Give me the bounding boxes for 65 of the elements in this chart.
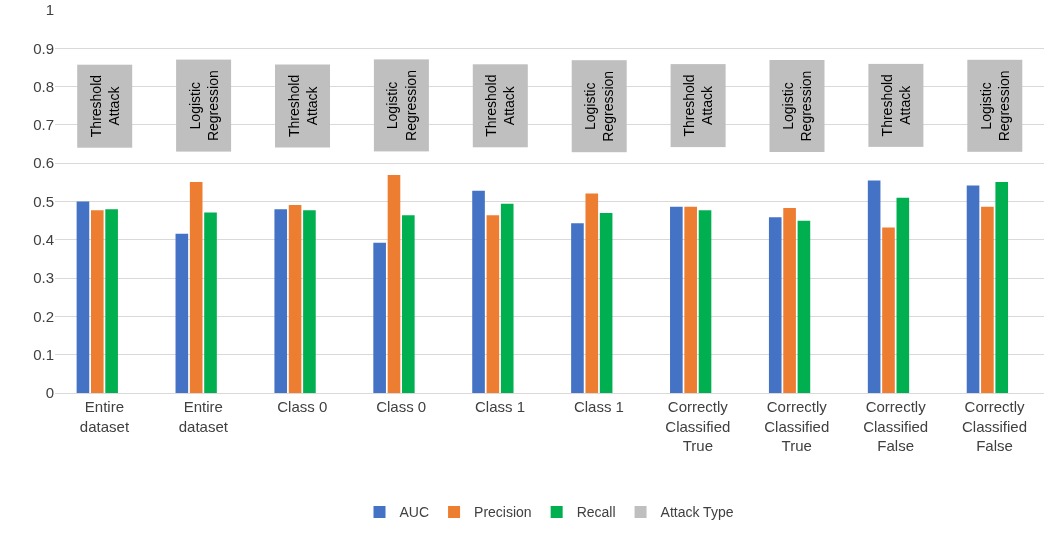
bar (783, 208, 796, 393)
x-tick-label: Class 1 (573, 398, 624, 415)
bar (684, 206, 697, 393)
x-tick-label: Class 0 (376, 398, 427, 415)
x-tick-label: Entire dataset (178, 398, 229, 435)
x-tick-label: Correctly Classified False (863, 398, 929, 454)
text: Threshold Attack (878, 74, 914, 137)
bar (698, 210, 712, 393)
bar (175, 233, 189, 393)
y-tick-label: 0.6 (33, 154, 54, 172)
bar (105, 209, 118, 393)
bar (90, 210, 104, 393)
x-tick-label: Class 1 (475, 398, 526, 415)
x-tick-label: Correctly Classified True (665, 398, 731, 454)
bar (599, 212, 613, 393)
bar (867, 180, 881, 393)
legend-label: AUC (399, 504, 430, 521)
y-tick-label: 0.2 (33, 307, 54, 325)
bar (303, 210, 316, 393)
text: Logistic Regression (582, 70, 617, 142)
bar (204, 212, 217, 393)
bar (896, 197, 910, 393)
text: Logistic Regression (977, 70, 1012, 142)
bar (571, 223, 584, 393)
bar (995, 181, 1009, 393)
x-tick-label: Correctly Classified True (764, 398, 830, 454)
bar (274, 209, 288, 393)
bar (373, 242, 386, 393)
bar (288, 204, 302, 393)
y-tick-label: 0.8 (33, 77, 54, 95)
text: Logistic Regression (780, 70, 815, 142)
legend-label: Precision (474, 504, 532, 521)
y-tick-label: 0.3 (33, 269, 54, 287)
bar (768, 217, 782, 393)
legend-label: Recall (576, 504, 616, 521)
y-tick-label: 0.9 (33, 39, 54, 57)
x-tick-label: Entire dataset (79, 398, 130, 435)
y-tick-label: 1 (45, 1, 54, 19)
bar (402, 215, 415, 393)
bar (670, 206, 683, 393)
bar (486, 215, 500, 393)
y-tick-label: 0.4 (33, 231, 54, 249)
x-tick-label: Class 0 (277, 398, 328, 415)
bar (882, 227, 895, 393)
text: Threshold Attack (483, 74, 518, 137)
text: Threshold Attack (87, 74, 122, 138)
y-tick-label: 0.5 (33, 192, 54, 210)
bar (189, 181, 203, 393)
x-tick-label: Correctly Classified False (962, 398, 1028, 454)
text: Logistic Regression (186, 70, 221, 142)
y-tick-label: 0.7 (33, 116, 54, 134)
text: Logistic Regression (384, 70, 419, 141)
bar (981, 206, 994, 393)
bar (500, 203, 514, 393)
text: Threshold Attack (681, 74, 716, 137)
bar (387, 175, 401, 393)
legend-label: Attack Type (660, 504, 734, 521)
bar (797, 220, 811, 393)
y-tick-label: 0 (45, 384, 54, 402)
bar (472, 190, 485, 393)
bar (76, 201, 90, 393)
text: Threshold Attack (285, 74, 320, 137)
bar (966, 185, 980, 393)
bar (585, 193, 599, 393)
y-tick-label: 0.1 (33, 345, 54, 363)
